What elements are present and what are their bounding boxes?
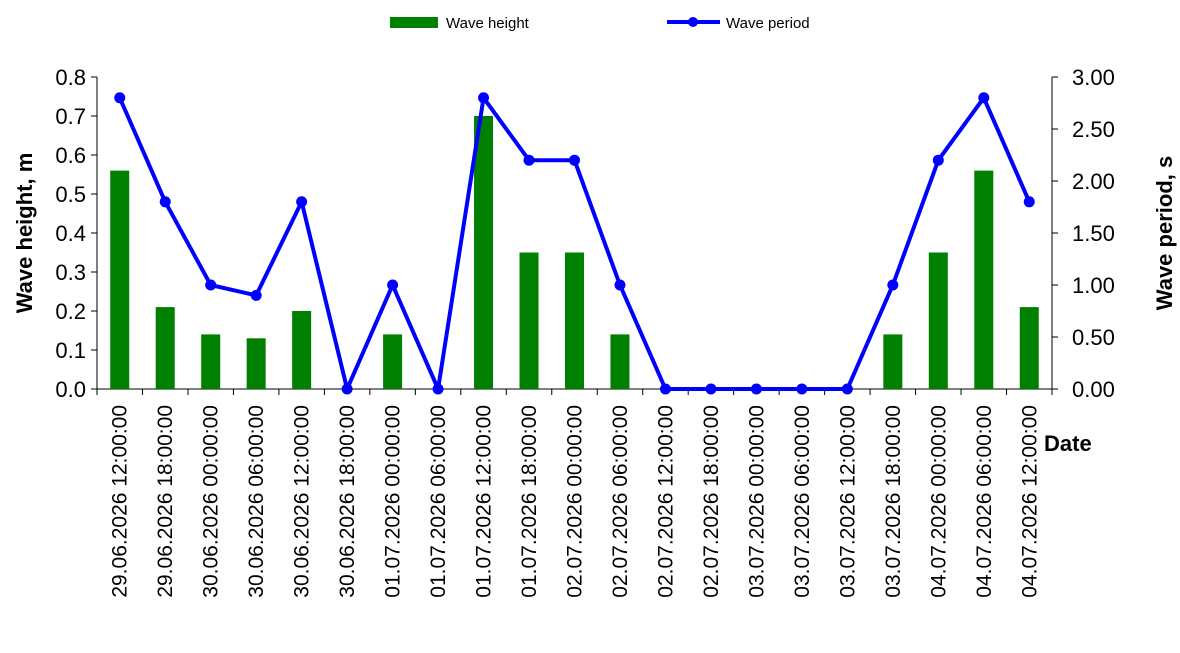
x-tick-label: 01.07.2026 18:00:00 bbox=[518, 405, 541, 598]
x-tick-label: 01.07.2026 00:00:00 bbox=[382, 405, 405, 598]
y-right-axis-title: Wave period, s bbox=[1152, 156, 1177, 310]
wave-period-point bbox=[387, 279, 399, 291]
wave-period-point bbox=[750, 383, 762, 395]
y-right-tick-label: 0.50 bbox=[1072, 325, 1115, 350]
wave-height-bar bbox=[110, 170, 130, 389]
y-left-tick-label: 0.4 bbox=[55, 221, 86, 246]
wave-height-bars bbox=[110, 116, 1039, 389]
x-tick-label: 02.07.2026 12:00:00 bbox=[654, 405, 677, 598]
x-tick-label: 02.07.2026 06:00:00 bbox=[609, 405, 632, 598]
wave-period-point bbox=[432, 383, 444, 395]
wave-period-point bbox=[796, 383, 808, 395]
y-right-tick-label: 0.00 bbox=[1072, 377, 1115, 402]
wave-period-point bbox=[523, 154, 535, 166]
wave-period-point bbox=[478, 92, 490, 104]
wave-period-point bbox=[1023, 196, 1035, 208]
x-tick-label: 03.07.2026 00:00:00 bbox=[745, 405, 768, 598]
wave-period-point bbox=[114, 92, 126, 104]
x-tick-label: 02.07.2026 00:00:00 bbox=[564, 405, 587, 598]
y-left-axis-title: Wave height, m bbox=[12, 153, 37, 314]
y-left-tick-label: 0.7 bbox=[55, 104, 86, 129]
wave-period-point bbox=[296, 196, 308, 208]
wave-height-bar bbox=[883, 334, 903, 389]
y-right-tick-label: 3.00 bbox=[1072, 65, 1115, 90]
x-tick-label: 01.07.2026 06:00:00 bbox=[427, 405, 450, 598]
x-tick-label: 04.07.2026 00:00:00 bbox=[927, 405, 950, 598]
x-tick-labels: 29.06.2026 12:00:00 29.06.2026 18:00:00 30… bbox=[109, 405, 1042, 598]
chart-legend: Wave height Wave period bbox=[390, 15, 810, 32]
x-tick-label: 03.07.2026 06:00:00 bbox=[791, 405, 814, 598]
x-tick-label: 04.07.2026 06:00:00 bbox=[973, 405, 996, 598]
y-right-tick-label: 2.50 bbox=[1072, 117, 1115, 142]
y-left-tick-label: 0.1 bbox=[55, 338, 86, 363]
wave-period-point bbox=[659, 383, 671, 395]
wave-period-point bbox=[841, 383, 853, 395]
y-right-tick-label: 2.00 bbox=[1072, 169, 1115, 194]
x-tick-label: 29.06.2026 18:00:00 bbox=[154, 405, 177, 598]
y-left-tick-label: 0.3 bbox=[55, 260, 86, 285]
x-tick-label: 04.07.2026 12:00:00 bbox=[1018, 405, 1041, 598]
y-left-tick-label: 0.6 bbox=[55, 143, 86, 168]
x-tick-label: 02.07.2026 18:00:00 bbox=[700, 405, 723, 598]
x-tick-label: 30.06.2026 12:00:00 bbox=[291, 405, 314, 598]
wave-height-bar bbox=[201, 334, 221, 389]
wave-period-point bbox=[887, 279, 899, 291]
wave-height-bar bbox=[610, 334, 630, 389]
y-left-tick-label: 0.8 bbox=[55, 65, 86, 90]
y-right-tick-label: 1.50 bbox=[1072, 221, 1115, 246]
wave-period-point bbox=[569, 154, 580, 166]
wave-period-point bbox=[978, 92, 990, 104]
wave-period-line bbox=[114, 92, 1035, 395]
wave-period-point bbox=[705, 383, 717, 395]
chart-axes: 0.0 0.1 0.2 0.3 0.4 0.5 0.6 0.7 0.8 0.00 0.50 1.00 1… bbox=[55, 65, 1114, 402]
y-right-tick-label: 1.00 bbox=[1072, 273, 1115, 298]
x-tick-label: 03.07.2026 18:00:00 bbox=[882, 405, 905, 598]
legend-wave-height-label: Wave height bbox=[446, 15, 530, 32]
wave-period-point bbox=[932, 154, 944, 166]
x-axis-title: Date bbox=[1044, 431, 1092, 456]
y-left-tick-label: 0.5 bbox=[55, 182, 86, 207]
x-tick-label: 03.07.2026 12:00:00 bbox=[836, 405, 859, 598]
legend-wave-period-marker bbox=[688, 17, 698, 27]
wave-height-bar bbox=[474, 116, 494, 389]
x-tick-label: 30.06.2026 18:00:00 bbox=[336, 405, 359, 598]
x-tick-label: 30.06.2026 00:00:00 bbox=[200, 405, 223, 598]
wave-height-bar bbox=[292, 311, 312, 389]
wave-height-bar bbox=[928, 252, 948, 389]
wave-height-bar bbox=[246, 338, 266, 389]
wave-period-point bbox=[250, 289, 262, 301]
y-left-tick-label: 0.0 bbox=[55, 377, 86, 402]
wave-period-point bbox=[341, 383, 353, 395]
x-tick-label: 01.07.2026 12:00:00 bbox=[473, 405, 496, 598]
legend-wave-height-swatch bbox=[390, 17, 438, 28]
x-tick-label: 30.06.2026 06:00:00 bbox=[245, 405, 268, 598]
wave-height-bar bbox=[155, 307, 175, 389]
wave-period-point bbox=[614, 279, 626, 291]
x-tick-label: 29.06.2026 12:00:00 bbox=[109, 405, 132, 598]
wave-height-bar bbox=[1019, 307, 1039, 389]
wave-height-bar bbox=[565, 252, 584, 389]
wave-period-point bbox=[159, 196, 171, 208]
y-left-tick-label: 0.2 bbox=[55, 299, 86, 324]
wave-height-bar bbox=[519, 252, 539, 389]
wave-height-bar bbox=[383, 334, 403, 389]
wave-height-bar bbox=[974, 170, 994, 389]
legend-wave-period-label: Wave period bbox=[726, 15, 810, 32]
wave-period-point bbox=[205, 279, 217, 291]
